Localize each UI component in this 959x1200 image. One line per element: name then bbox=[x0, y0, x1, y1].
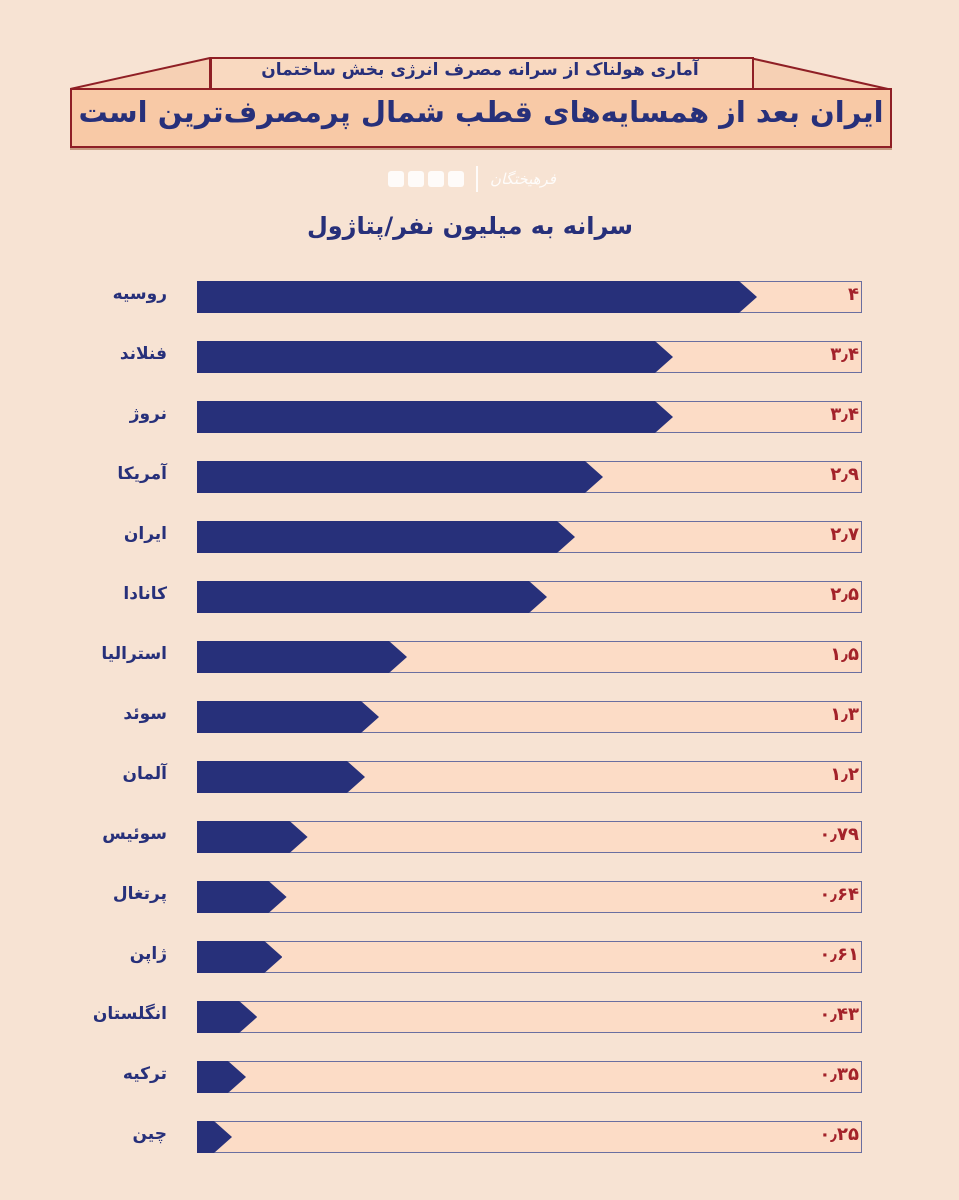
bar-track bbox=[197, 881, 862, 913]
bar bbox=[197, 281, 757, 313]
bar bbox=[197, 461, 603, 493]
instagram-icon bbox=[428, 171, 444, 187]
bar-track bbox=[197, 821, 862, 853]
category-label: روسیه bbox=[112, 284, 167, 304]
value-label: ۲٫۵ bbox=[830, 584, 859, 605]
title-box bbox=[70, 88, 892, 148]
bar bbox=[197, 341, 673, 373]
bar bbox=[197, 761, 365, 793]
bar bbox=[197, 941, 282, 973]
category-label: ژاپن bbox=[129, 944, 167, 964]
category-label: سوئد bbox=[123, 704, 167, 724]
bar-row: ترکیه ۰٫۳۵ bbox=[0, 1061, 959, 1095]
value-label: ۱٫۲ bbox=[830, 764, 859, 785]
chart-title: سرانه به میلیون نفر/پتاژول bbox=[306, 212, 634, 240]
bar-track bbox=[197, 1061, 862, 1093]
bar bbox=[197, 581, 547, 613]
bar-row: استرالیا ۱٫۵ bbox=[0, 641, 959, 675]
value-label: ۰٫۶۱ bbox=[819, 944, 859, 965]
value-label: ۰٫۴۳ bbox=[819, 1004, 859, 1025]
category-label: سوئیس bbox=[102, 824, 167, 844]
bar bbox=[197, 821, 308, 853]
bar-row: آلمان ۱٫۲ bbox=[0, 761, 959, 795]
category-label: آلمان bbox=[122, 764, 167, 784]
bar-track bbox=[197, 941, 862, 973]
category-label: انگلستان bbox=[92, 1004, 167, 1024]
category-label: چین bbox=[132, 1124, 168, 1144]
telegram-icon bbox=[448, 171, 464, 187]
bar bbox=[197, 701, 379, 733]
bar-row: انگلستان ۰٫۴۳ bbox=[0, 1001, 959, 1035]
subtitle-box bbox=[210, 57, 754, 91]
subtitle: آماری هولناک از سرانه مصرف انرژی بخش ساخ… bbox=[261, 60, 699, 80]
logo-divider bbox=[476, 166, 478, 192]
value-label: ۰٫۷۹ bbox=[819, 824, 859, 845]
value-label: ۱٫۳ bbox=[830, 704, 859, 725]
category-label: ایران bbox=[123, 524, 167, 544]
brand-name: فرهیختگان bbox=[490, 170, 556, 188]
title: ایران بعد از همسایه‌های قطب شمال پرمصرف‌… bbox=[78, 95, 884, 129]
value-label: ۲٫۹ bbox=[830, 464, 859, 485]
x-icon bbox=[388, 171, 404, 187]
value-label: ۱٫۵ bbox=[830, 644, 859, 665]
bar-row: سوئد ۱٫۳ bbox=[0, 701, 959, 735]
value-label: ۲٫۷ bbox=[830, 524, 859, 545]
category-label: ترکیه bbox=[122, 1064, 167, 1084]
bar bbox=[197, 641, 407, 673]
bar bbox=[197, 401, 673, 433]
category-label: فنلاند bbox=[119, 344, 167, 364]
category-label: آمریکا bbox=[117, 464, 167, 484]
bar-row: آمریکا ۲٫۹ bbox=[0, 461, 959, 495]
video-icon bbox=[408, 171, 424, 187]
bar-row: پرتغال ۰٫۶۴ bbox=[0, 881, 959, 915]
brand-logo: فرهیختگان bbox=[388, 166, 556, 192]
bar-track bbox=[197, 1121, 862, 1153]
bar-row: چین ۰٫۲۵ bbox=[0, 1121, 959, 1155]
bar-row: نروژ ۳٫۴ bbox=[0, 401, 959, 435]
bar-row: سوئیس ۰٫۷۹ bbox=[0, 821, 959, 855]
value-label: ۴ bbox=[848, 284, 859, 305]
value-label: ۳٫۴ bbox=[830, 344, 859, 365]
banner-ribbon-left bbox=[70, 57, 211, 90]
bar-row: ژاپن ۰٫۶۱ bbox=[0, 941, 959, 975]
category-label: نروژ bbox=[129, 404, 167, 424]
bar-row: کانادا ۲٫۵ bbox=[0, 581, 959, 615]
category-label: کانادا bbox=[123, 584, 167, 604]
value-label: ۰٫۶۴ bbox=[819, 884, 859, 905]
value-label: ۰٫۳۵ bbox=[819, 1064, 859, 1085]
category-label: پرتغال bbox=[112, 884, 167, 904]
banner-ribbon-right bbox=[749, 57, 889, 90]
bar-row: ایران ۲٫۷ bbox=[0, 521, 959, 555]
bar-track bbox=[197, 1001, 862, 1033]
value-label: ۰٫۲۵ bbox=[819, 1124, 859, 1145]
category-label: استرالیا bbox=[101, 644, 167, 664]
bar bbox=[197, 881, 287, 913]
bar-row: روسیه ۴ bbox=[0, 281, 959, 315]
bar-row: فنلاند ۳٫۴ bbox=[0, 341, 959, 375]
bar bbox=[197, 521, 575, 553]
value-label: ۳٫۴ bbox=[830, 404, 859, 425]
